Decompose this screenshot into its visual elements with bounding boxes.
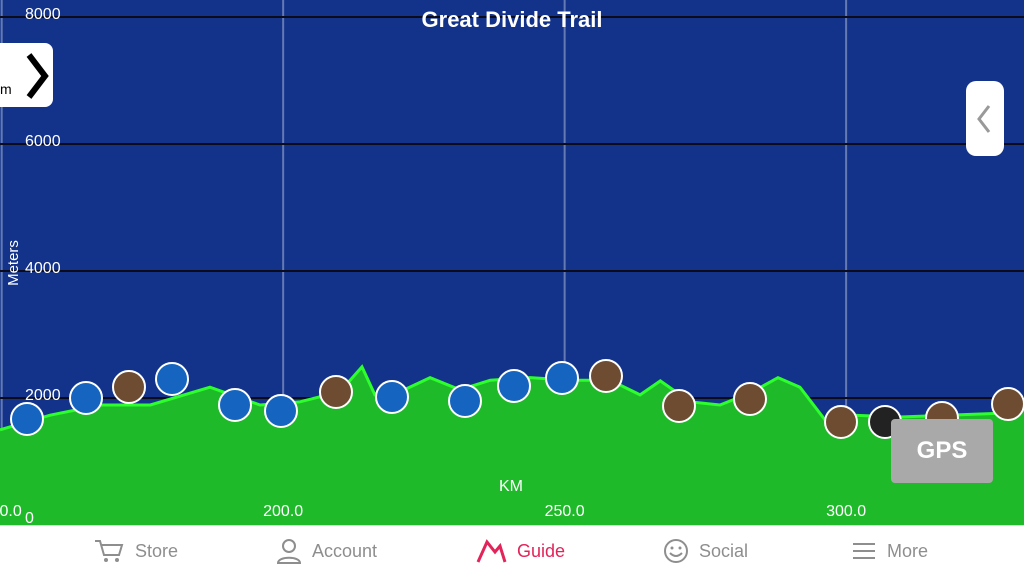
x-tick-label: 200.0 xyxy=(263,503,303,520)
water-marker[interactable] xyxy=(448,384,482,418)
nav-label: Social xyxy=(699,540,749,561)
y-tick-label: 8000 xyxy=(25,6,61,23)
tab-bar: Store Account Guide Social More xyxy=(0,525,1024,575)
cart-icon xyxy=(95,540,124,562)
side-panel-tab[interactable]: m xyxy=(0,43,53,107)
smile-icon xyxy=(664,539,688,563)
x-tick-label: 250.0 xyxy=(545,503,585,520)
nav-label: Account xyxy=(312,540,378,561)
y-tick-label: 0 xyxy=(25,510,34,525)
water-marker[interactable] xyxy=(375,380,409,414)
nav-guide[interactable]: Guide xyxy=(475,538,565,564)
nav-store[interactable]: Store xyxy=(93,538,178,564)
water-marker[interactable] xyxy=(155,362,189,396)
x-tick-label: 300.0 xyxy=(826,503,866,520)
guide-icon xyxy=(476,539,507,563)
gps-button[interactable]: GPS xyxy=(891,419,993,483)
water-marker[interactable] xyxy=(264,394,298,428)
water-marker[interactable] xyxy=(69,381,103,415)
y-tick-label: 6000 xyxy=(25,133,61,150)
camp-marker[interactable] xyxy=(319,375,353,409)
camp-marker[interactable] xyxy=(589,359,623,393)
water-marker[interactable] xyxy=(497,369,531,403)
nav-social[interactable]: Social xyxy=(663,538,748,564)
elevation-area xyxy=(0,366,1024,525)
camp-marker[interactable] xyxy=(112,370,146,404)
collapse-tab[interactable] xyxy=(966,81,1004,156)
y-tick-label: 4000 xyxy=(25,260,61,277)
camp-marker[interactable] xyxy=(824,405,858,439)
nav-more[interactable]: More xyxy=(851,538,928,564)
nav-label: Store xyxy=(135,540,179,561)
camp-marker[interactable] xyxy=(733,382,767,416)
camp-marker[interactable] xyxy=(991,387,1024,421)
chevron-left xyxy=(977,105,991,133)
elevation-chart: 150.0 200.0 250.0 300.0 0 2000 4000 6000 8000 Gr… xyxy=(0,0,1024,525)
y-tick-label: 2000 xyxy=(25,387,61,404)
chevron-right xyxy=(26,53,49,99)
menu-icon xyxy=(853,543,875,559)
water-marker[interactable] xyxy=(10,402,44,436)
nav-account[interactable]: Account xyxy=(276,538,377,564)
water-marker[interactable] xyxy=(218,388,252,422)
chart-title: Great Divide Trail xyxy=(422,7,603,32)
nav-label: More xyxy=(887,540,929,561)
x-tick-label: 150.0 xyxy=(0,503,22,520)
water-marker[interactable] xyxy=(545,361,579,395)
nav-label: Guide xyxy=(517,540,566,561)
axis-labels: 150.0 200.0 250.0 300.0 0 2000 4000 6000 8000 xyxy=(0,6,866,525)
side-panel-text: m xyxy=(0,81,12,97)
y-axis-label: Meters xyxy=(5,240,22,286)
x-axis-label: KM xyxy=(499,478,523,495)
person-icon xyxy=(276,539,302,564)
camp-marker[interactable] xyxy=(662,389,696,423)
